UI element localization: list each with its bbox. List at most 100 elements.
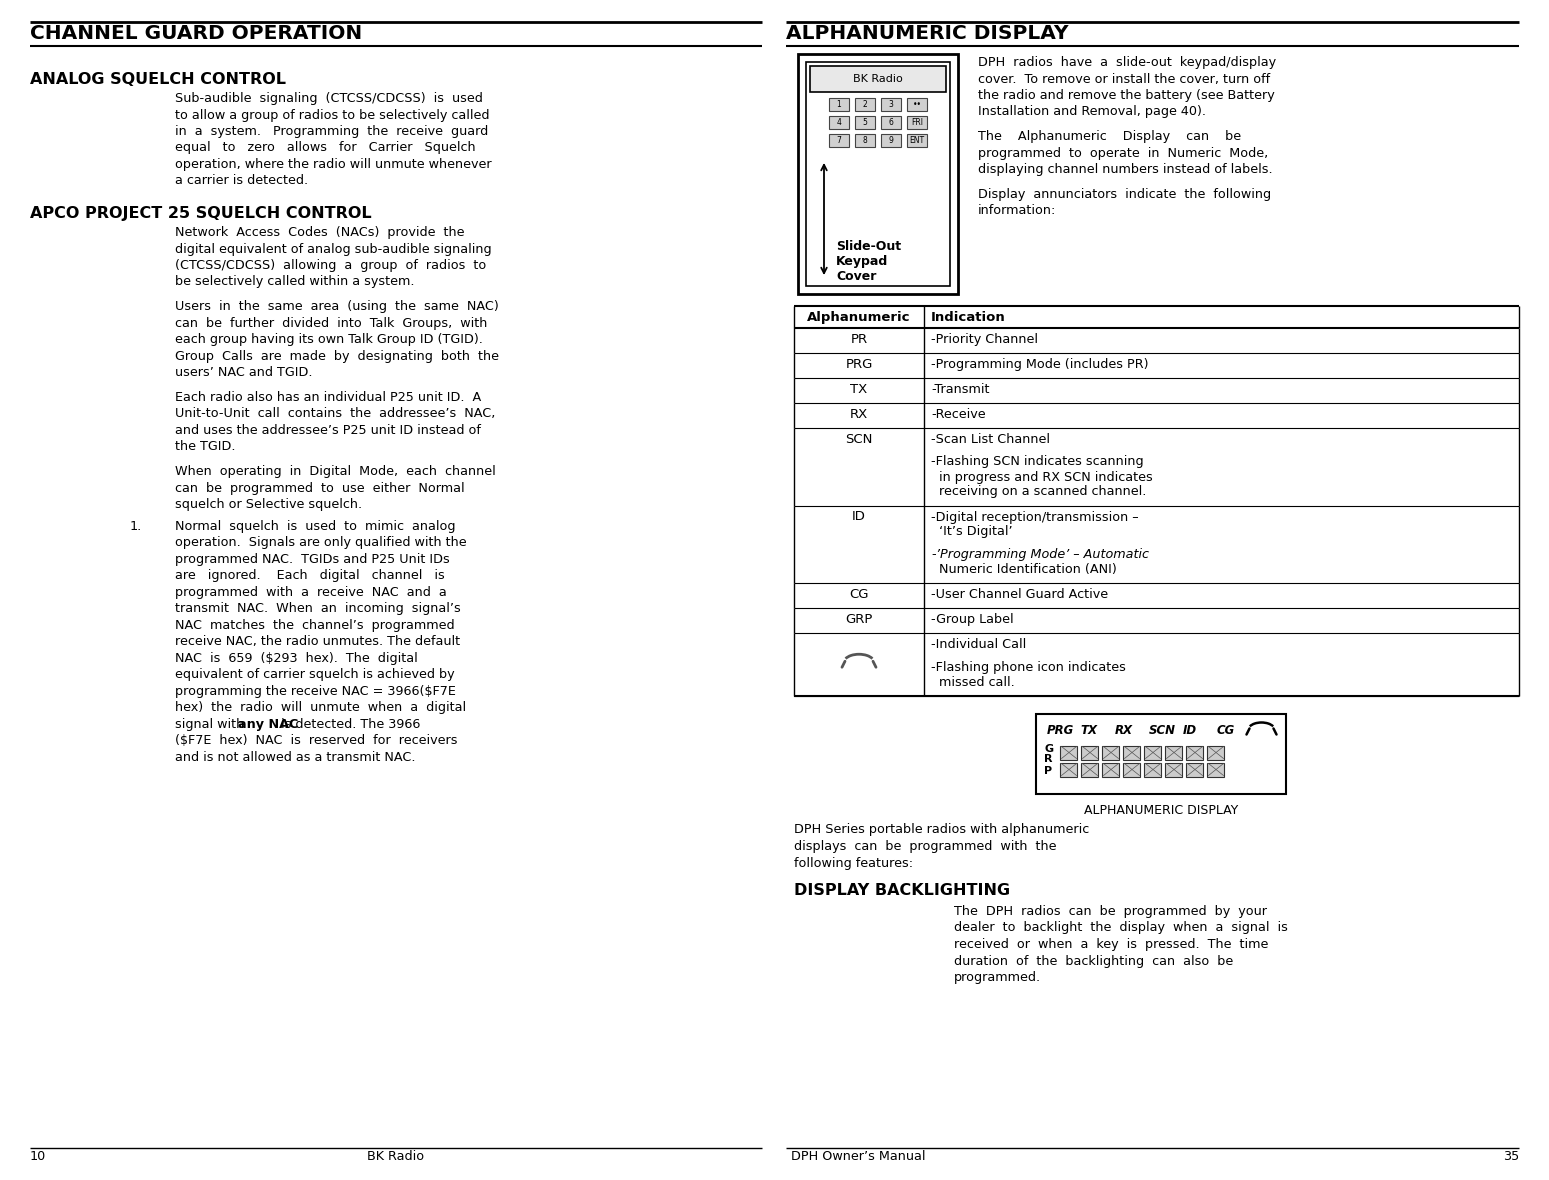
Bar [810, 66, 946, 92]
Bar [1145, 746, 1162, 760]
Bar [829, 116, 849, 129]
Text: DPH Series portable radios with alphanumeric: DPH Series portable radios with alphanum… [795, 824, 1089, 837]
Text: TX: TX [850, 384, 867, 396]
Text: Display  annunciators  indicate  the  following: Display annunciators indicate the follow… [977, 188, 1272, 201]
Text: Indication: Indication [931, 312, 1005, 325]
Text: each group having its own Talk Group ID (TGID).: each group having its own Talk Group ID … [175, 333, 483, 346]
Text: to allow a group of radios to be selectively called: to allow a group of radios to be selecti… [175, 109, 489, 122]
Text: squelch or Selective squelch.: squelch or Selective squelch. [175, 498, 362, 511]
Bar [1187, 746, 1204, 760]
Text: Cover: Cover [836, 270, 877, 283]
Text: 35: 35 [1503, 1150, 1520, 1163]
Text: SCN: SCN [1148, 723, 1176, 736]
Text: 6: 6 [889, 118, 894, 127]
Text: equivalent of carrier squelch is achieved by: equivalent of carrier squelch is achieve… [175, 668, 454, 681]
Text: Network  Access  Codes  (NACs)  provide  the: Network Access Codes (NACs) provide the [175, 227, 465, 240]
Text: and uses the addressee’s P25 unit ID instead of: and uses the addressee’s P25 unit ID ins… [175, 424, 480, 437]
Bar [1123, 762, 1140, 776]
Bar [1081, 762, 1098, 776]
Text: When  operating  in  Digital  Mode,  each  channel: When operating in Digital Mode, each cha… [175, 465, 496, 478]
Text: Group  Calls  are  made  by  designating  both  the: Group Calls are made by designating both… [175, 349, 499, 362]
Text: in  a  system.   Programming  the  receive  guard: in a system. Programming the receive gua… [175, 125, 488, 138]
Text: BK Radio: BK Radio [853, 74, 903, 84]
Text: ALPHANUMERIC DISPLAY: ALPHANUMERIC DISPLAY [1084, 804, 1239, 817]
Text: -Individual Call: -Individual Call [931, 638, 1027, 651]
Text: Alphanumeric: Alphanumeric [807, 312, 911, 325]
Text: DPH  radios  have  a  slide-out  keypad/display: DPH radios have a slide-out keypad/displ… [977, 55, 1276, 68]
Bar [881, 135, 902, 148]
Text: can  be  programmed  to  use  either  Normal: can be programmed to use either Normal [175, 481, 465, 494]
Bar [881, 98, 902, 111]
Text: operation, where the radio will unmute whenever: operation, where the radio will unmute w… [175, 158, 491, 171]
Text: The    Alphanumeric    Display    can    be: The Alphanumeric Display can be [977, 130, 1241, 143]
Text: can  be  further  divided  into  Talk  Groups,  with: can be further divided into Talk Groups,… [175, 316, 488, 329]
Text: ••: •• [912, 100, 922, 109]
Text: ‘It’s Digital’: ‘It’s Digital’ [931, 525, 1013, 538]
Text: PR: PR [850, 333, 867, 346]
Text: users’ NAC and TGID.: users’ NAC and TGID. [175, 366, 313, 379]
Bar [1145, 762, 1162, 776]
Text: programmed  to  operate  in  Numeric  Mode,: programmed to operate in Numeric Mode, [977, 146, 1269, 159]
Text: -Scan List Channel: -Scan List Channel [931, 433, 1050, 446]
Text: -Priority Channel: -Priority Channel [931, 333, 1038, 346]
Text: programmed.: programmed. [954, 971, 1041, 984]
Text: NAC  matches  the  channel’s  programmed: NAC matches the channel’s programmed [175, 618, 454, 631]
Bar [1103, 762, 1120, 776]
Text: 7: 7 [836, 136, 841, 145]
Text: ID: ID [852, 511, 866, 524]
Bar [908, 116, 926, 129]
Text: Normal  squelch  is  used  to  mimic  analog: Normal squelch is used to mimic analog [175, 519, 455, 532]
Text: ANALOG SQUELCH CONTROL: ANALOG SQUELCH CONTROL [29, 72, 287, 87]
Text: ($F7E  hex)  NAC  is  reserved  for  receivers: ($F7E hex) NAC is reserved for receivers [175, 734, 457, 747]
Text: a carrier is detected.: a carrier is detected. [175, 175, 308, 188]
Text: CG: CG [849, 588, 869, 601]
Text: GRP: GRP [846, 612, 872, 627]
Text: transmit  NAC.  When  an  incoming  signal’s: transmit NAC. When an incoming signal’s [175, 602, 460, 615]
Text: RX: RX [1114, 723, 1132, 736]
Text: 3: 3 [889, 100, 894, 109]
Text: 8: 8 [863, 136, 867, 145]
Bar [908, 98, 926, 111]
Text: ’Programming Mode’ – Automatic: ’Programming Mode’ – Automatic [936, 548, 1149, 560]
Bar [855, 135, 875, 148]
Text: PRG: PRG [846, 358, 872, 371]
Text: hex)  the  radio  will  unmute  when  a  digital: hex) the radio will unmute when a digita… [175, 701, 466, 714]
Text: operation.  Signals are only qualified with the: operation. Signals are only qualified wi… [175, 536, 466, 549]
Text: (CTCSS/CDCSS)  allowing  a  group  of  radios  to: (CTCSS/CDCSS) allowing a group of radios… [175, 258, 486, 273]
Text: Slide-Out: Slide-Out [836, 240, 902, 253]
Bar [908, 135, 926, 148]
Text: PRG: PRG [1047, 723, 1073, 736]
Text: Numeric Identification (ANI): Numeric Identification (ANI) [931, 563, 1117, 576]
Text: missed call.: missed call. [931, 675, 1015, 688]
Bar [881, 116, 902, 129]
Text: -User Channel Guard Active: -User Channel Guard Active [931, 588, 1108, 601]
Text: programming the receive NAC = 3966($F7E: programming the receive NAC = 3966($F7E [175, 684, 455, 697]
Bar [1103, 746, 1120, 760]
Text: SCN: SCN [846, 433, 872, 446]
Text: 1: 1 [836, 100, 841, 109]
Text: the TGID.: the TGID. [175, 440, 235, 453]
Text: P: P [1044, 766, 1053, 775]
Text: TX: TX [1081, 723, 1098, 736]
Text: information:: information: [977, 204, 1056, 217]
Text: programmed  with  a  receive  NAC  and  a: programmed with a receive NAC and a [175, 585, 446, 598]
Text: NAC  is  659  ($293  hex).  The  digital: NAC is 659 ($293 hex). The digital [175, 651, 418, 664]
Text: receive NAC, the radio unmutes. The default: receive NAC, the radio unmutes. The defa… [175, 635, 460, 648]
Bar [1061, 746, 1078, 760]
Bar [1036, 714, 1287, 793]
Text: receiving on a scanned channel.: receiving on a scanned channel. [931, 485, 1146, 498]
Bar [1061, 762, 1078, 776]
Bar [1165, 762, 1182, 776]
Text: -Digital reception/transmission –: -Digital reception/transmission – [931, 511, 1139, 524]
Text: 1.: 1. [130, 519, 143, 532]
Text: in progress and RX SCN indicates: in progress and RX SCN indicates [931, 471, 1152, 484]
Text: dealer  to  backlight  the  display  when  a  signal  is: dealer to backlight the display when a s… [954, 922, 1287, 935]
Text: ALPHANUMERIC DISPLAY: ALPHANUMERIC DISPLAY [785, 24, 1069, 42]
Bar [1187, 762, 1204, 776]
Text: R: R [1044, 754, 1053, 765]
Text: 9: 9 [889, 136, 894, 145]
Text: Unit-to-Unit  call  contains  the  addressee’s  NAC,: Unit-to-Unit call contains the addressee… [175, 407, 496, 420]
Text: Users  in  the  same  area  (using  the  same  NAC): Users in the same area (using the same N… [175, 300, 499, 313]
Bar [1165, 746, 1182, 760]
Text: The  DPH  radios  can  be  programmed  by  your: The DPH radios can be programmed by your [954, 905, 1267, 918]
